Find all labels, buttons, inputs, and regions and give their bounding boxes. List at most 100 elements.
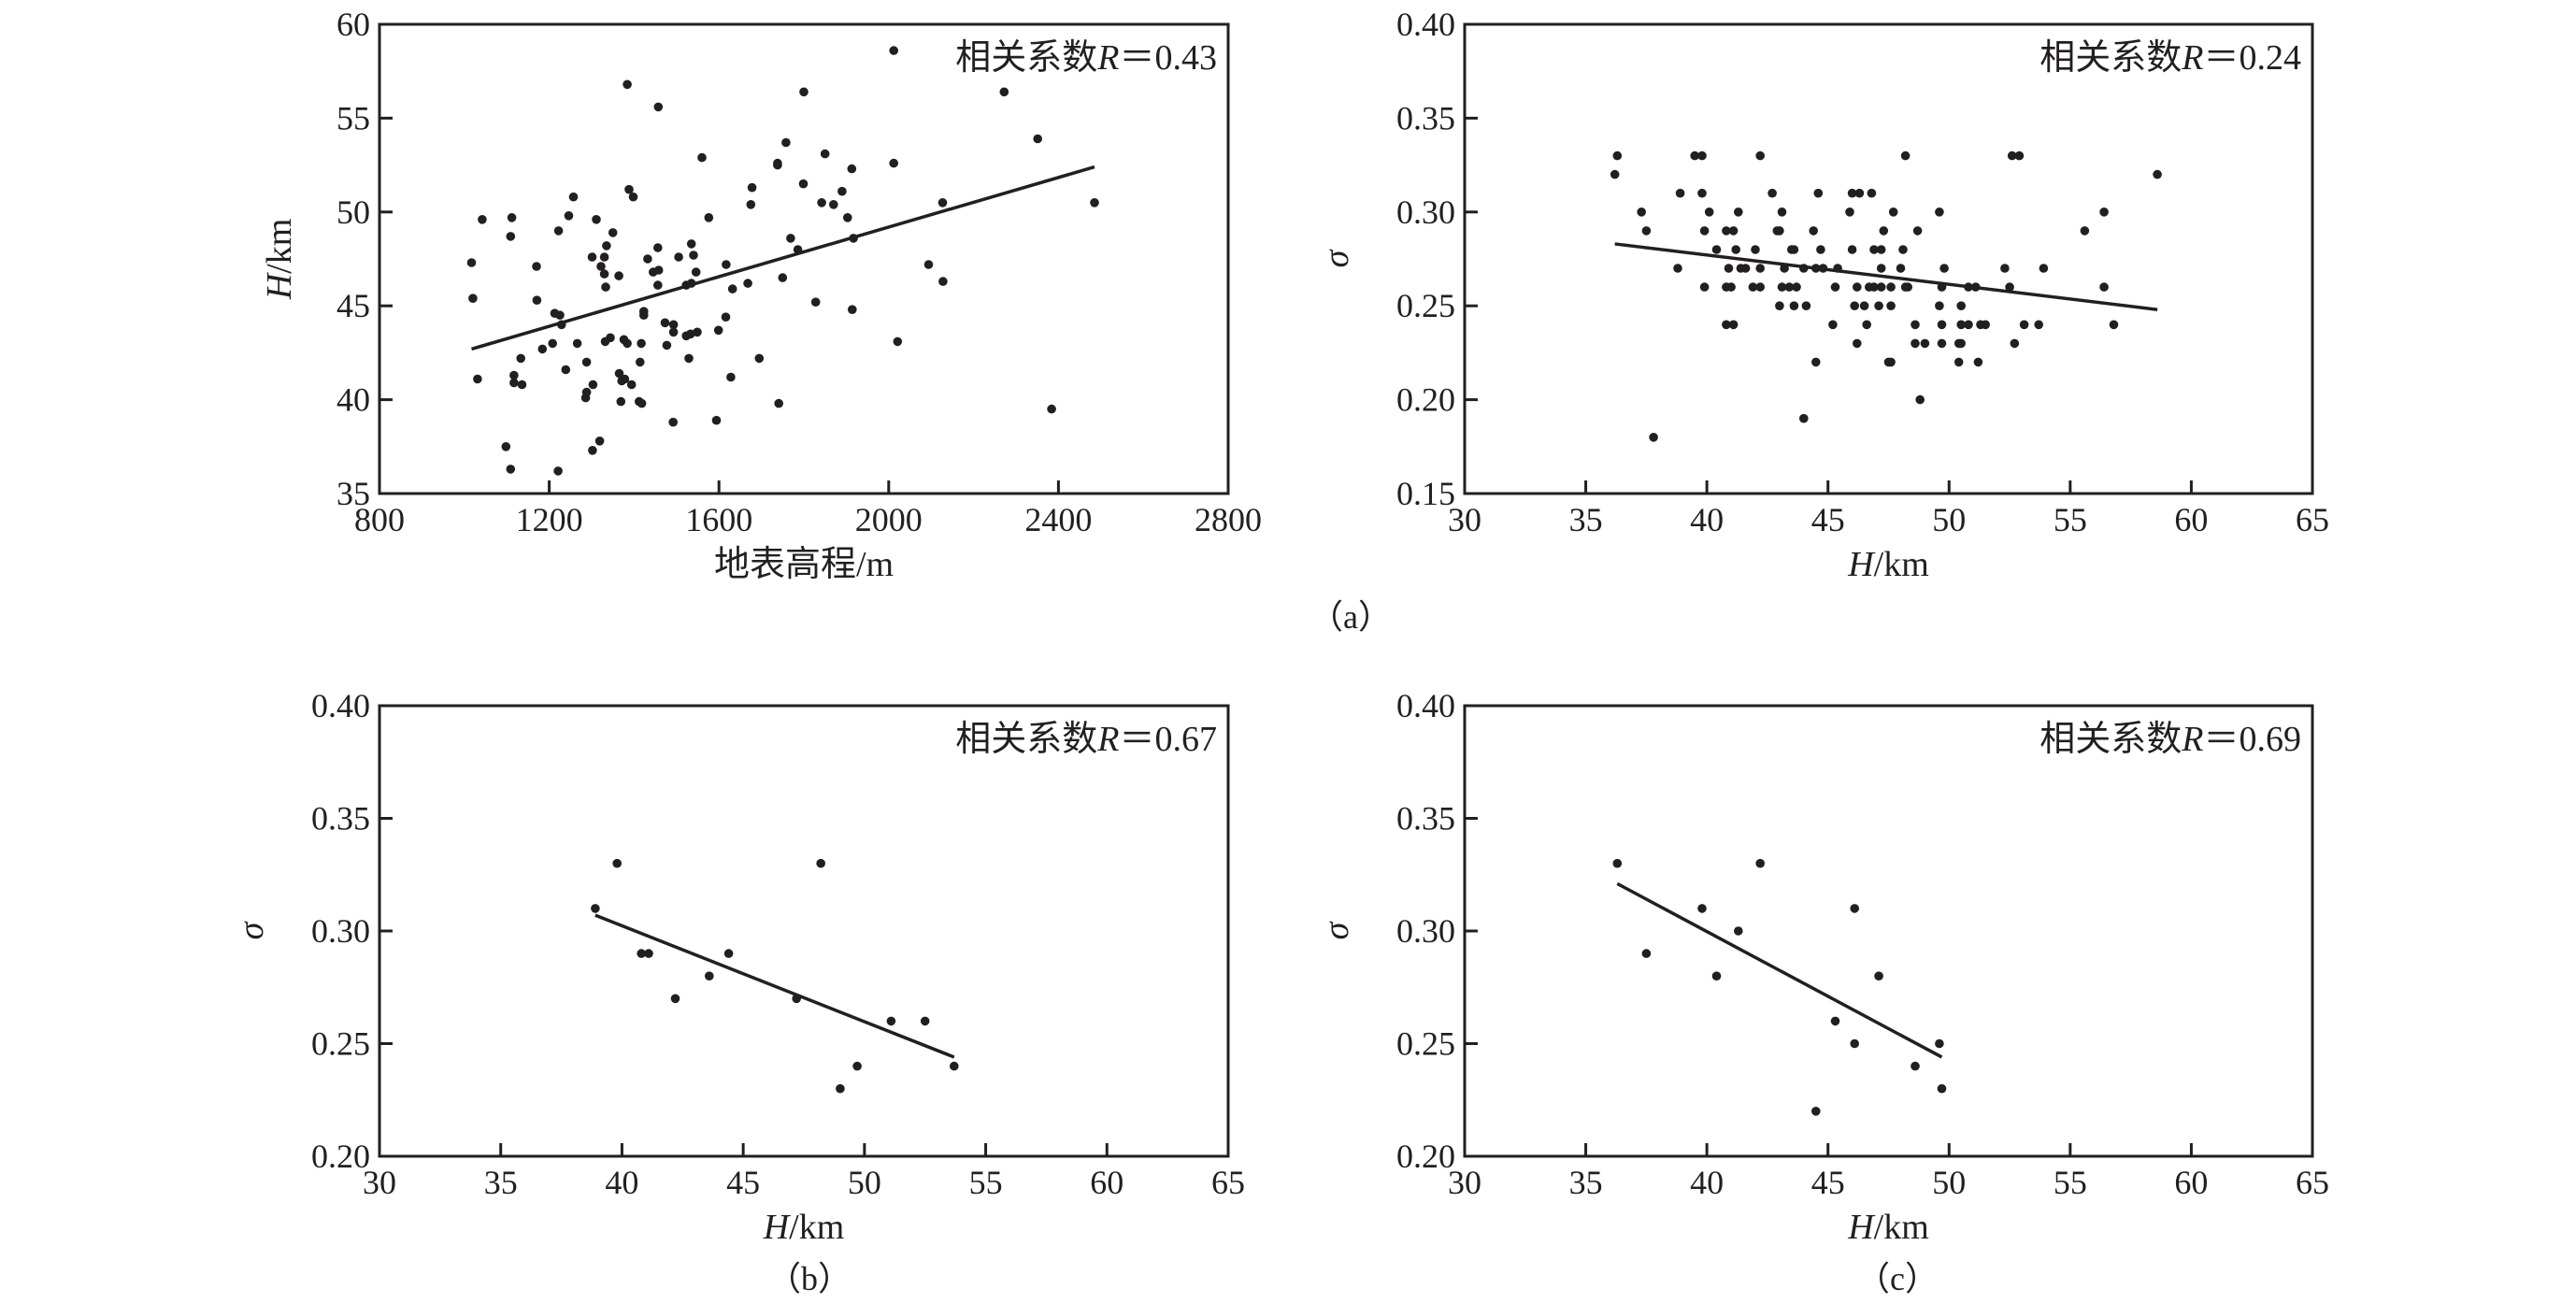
data-point [1900,150,1911,161]
data-point [1937,320,1947,330]
data-point [1649,433,1658,442]
x-tick-label: 45 [1811,1164,1845,1201]
y-tick-label: 0.20 [1396,381,1455,419]
plot-frame [1463,22,2314,495]
x-tick-label: 45 [1811,501,1845,538]
data-point [1777,208,1787,217]
x-tick-label: 30 [1448,1164,1481,1201]
data-point [616,396,626,407]
data-point [468,294,478,304]
data-point [1675,188,1685,198]
x-axis-var: H [1847,545,1876,584]
annotation-value: ＝0.67 [1119,720,1217,759]
data-point [843,213,852,222]
data-point [1734,208,1743,217]
x-tick-label: 35 [1569,1164,1603,1201]
data-point [722,260,731,269]
data-point [920,1016,930,1026]
data-point [2109,320,2119,330]
data-point [509,378,519,388]
plot-frame [378,22,1230,495]
data-point [568,192,579,202]
data-point [1888,208,1898,217]
data-point [588,379,598,390]
regression-line [1614,242,2158,311]
data-point [507,213,517,222]
data-point [1728,320,1739,330]
data-point [2000,264,2010,273]
data-point [1033,134,1042,144]
data-point [1637,208,1646,217]
data-point [1726,282,1736,292]
data-point [548,338,557,349]
data-point [686,239,696,249]
data-point [591,904,600,913]
data-point [705,971,714,981]
data-point [1886,282,1896,292]
y-tick-label: 0.30 [1396,912,1455,950]
data-point [1777,282,1787,292]
data-point [662,340,672,351]
y-tick-label: 0.25 [1396,287,1455,324]
data-point [2014,150,2025,161]
regression-line [594,913,955,1059]
data-point [668,327,679,337]
data-point [674,252,683,262]
data-point [1755,150,1765,161]
data-point [1704,208,1714,217]
data-point [1853,282,1862,292]
plot-frame [378,704,1230,1158]
data-point [1876,245,1886,254]
data-point [691,267,701,277]
data-point [693,327,702,337]
y-tick-label: 0.40 [1396,6,1455,43]
data-point [1697,904,1707,913]
x-axis-unit: /km [789,1208,844,1247]
chart-b: 30 35 40 45 50 55 60 65 0.20 0.25 0.30 0.35 0.40 H/km… [232,687,1245,1297]
data-point [624,184,634,194]
data-point [506,232,516,241]
x-axis-unit: /km [1874,1208,1929,1247]
data-point [848,305,857,315]
data-point [1641,226,1652,236]
data-point [1811,357,1821,367]
data-point [1699,282,1710,292]
data-point [1847,245,1857,254]
annotation-prefix: 相关系数 [955,720,1097,759]
data-point [1755,282,1765,292]
x-axis-var: H [1847,1208,1876,1247]
data-point [636,357,645,367]
data-point [1690,150,1699,161]
x-tick-label: 40 [1690,501,1724,538]
x-tick-label: 55 [2054,501,2087,538]
data-point [1956,320,1966,330]
y-tick-label: 50 [336,193,370,231]
data-point [588,446,597,455]
data-point [639,310,649,321]
data-point [1731,245,1740,254]
y-tick-label: 45 [336,287,370,324]
chart-a-right: 30 35 40 45 50 55 60 65 0.15 0.20 0.25 0.30 0.35 0.40… [1309,6,2329,636]
data-point [778,273,788,282]
y-axis-title: σ [232,921,271,939]
data-point [1673,264,1682,273]
data-point [1784,282,1795,292]
panel-caption: （a） [1309,598,1392,636]
data-point [1740,264,1751,273]
data-point [2099,208,2109,217]
data-point [580,393,591,403]
regression-line [1616,881,1943,1059]
data-point [599,269,609,279]
y-axis-title: σ [1317,249,1356,267]
data-point [1879,226,1889,236]
data-point [2099,282,2109,292]
x-tick-label: 65 [2296,501,2329,538]
data-point [1792,282,1801,292]
data-point [1845,208,1854,217]
data-point [537,344,548,354]
data-point [626,379,637,390]
data-point [660,318,670,328]
data-point [1612,858,1623,868]
data-point [746,200,756,209]
